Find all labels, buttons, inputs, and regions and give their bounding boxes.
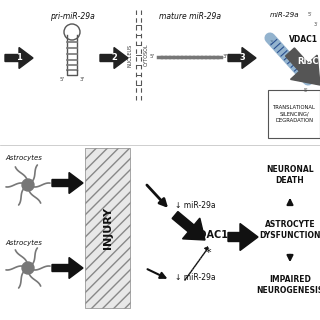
Text: INJURY: INJURY (102, 207, 113, 249)
Text: NUCLEUS: NUCLEUS (128, 44, 133, 67)
Text: ASTROCYTE
DYSFUNCTION: ASTROCYTE DYSFUNCTION (259, 220, 320, 240)
Text: 5': 5' (304, 88, 308, 93)
Text: 3': 3' (79, 77, 84, 82)
Text: 5': 5' (308, 12, 313, 17)
FancyBboxPatch shape (85, 148, 130, 308)
Circle shape (22, 262, 34, 274)
Text: 5': 5' (150, 54, 155, 60)
Text: Astrocytes: Astrocytes (5, 240, 42, 246)
Text: miR-29a: miR-29a (269, 12, 299, 18)
Text: 3': 3' (270, 40, 275, 45)
Text: 1: 1 (16, 53, 22, 62)
Text: RISC: RISC (297, 58, 319, 67)
Text: Astrocytes: Astrocytes (5, 155, 42, 161)
Polygon shape (228, 223, 258, 251)
Text: NEURONAL
DEATH: NEURONAL DEATH (266, 165, 314, 185)
Text: *: * (205, 248, 211, 258)
Text: VDAC1: VDAC1 (289, 35, 318, 44)
Polygon shape (100, 47, 128, 68)
Text: 3': 3' (314, 22, 318, 27)
Text: VDAC1: VDAC1 (191, 230, 228, 240)
Text: ↓ miR-29a: ↓ miR-29a (175, 274, 216, 283)
Text: TRANSLATIONAL
SILENCING/
DEGRADATION: TRANSLATIONAL SILENCING/ DEGRADATION (273, 105, 316, 123)
Text: CYTOSOL: CYTOSOL (144, 44, 149, 66)
Text: pri-miR-29a: pri-miR-29a (50, 12, 94, 21)
Polygon shape (52, 172, 83, 194)
Text: IMPAIRED
NEUROGENESIS: IMPAIRED NEUROGENESIS (256, 275, 320, 295)
FancyBboxPatch shape (268, 90, 320, 138)
Text: 3': 3' (223, 54, 228, 60)
Text: mature miR-29a: mature miR-29a (159, 12, 221, 21)
Text: ↓ miR-29a: ↓ miR-29a (175, 201, 216, 210)
Polygon shape (5, 47, 33, 68)
Polygon shape (285, 48, 320, 85)
Polygon shape (172, 212, 205, 240)
Circle shape (22, 179, 34, 191)
Polygon shape (228, 47, 256, 68)
Text: 3: 3 (239, 53, 245, 62)
Text: 5': 5' (60, 77, 65, 82)
Text: 2: 2 (111, 53, 117, 62)
Polygon shape (52, 258, 83, 278)
